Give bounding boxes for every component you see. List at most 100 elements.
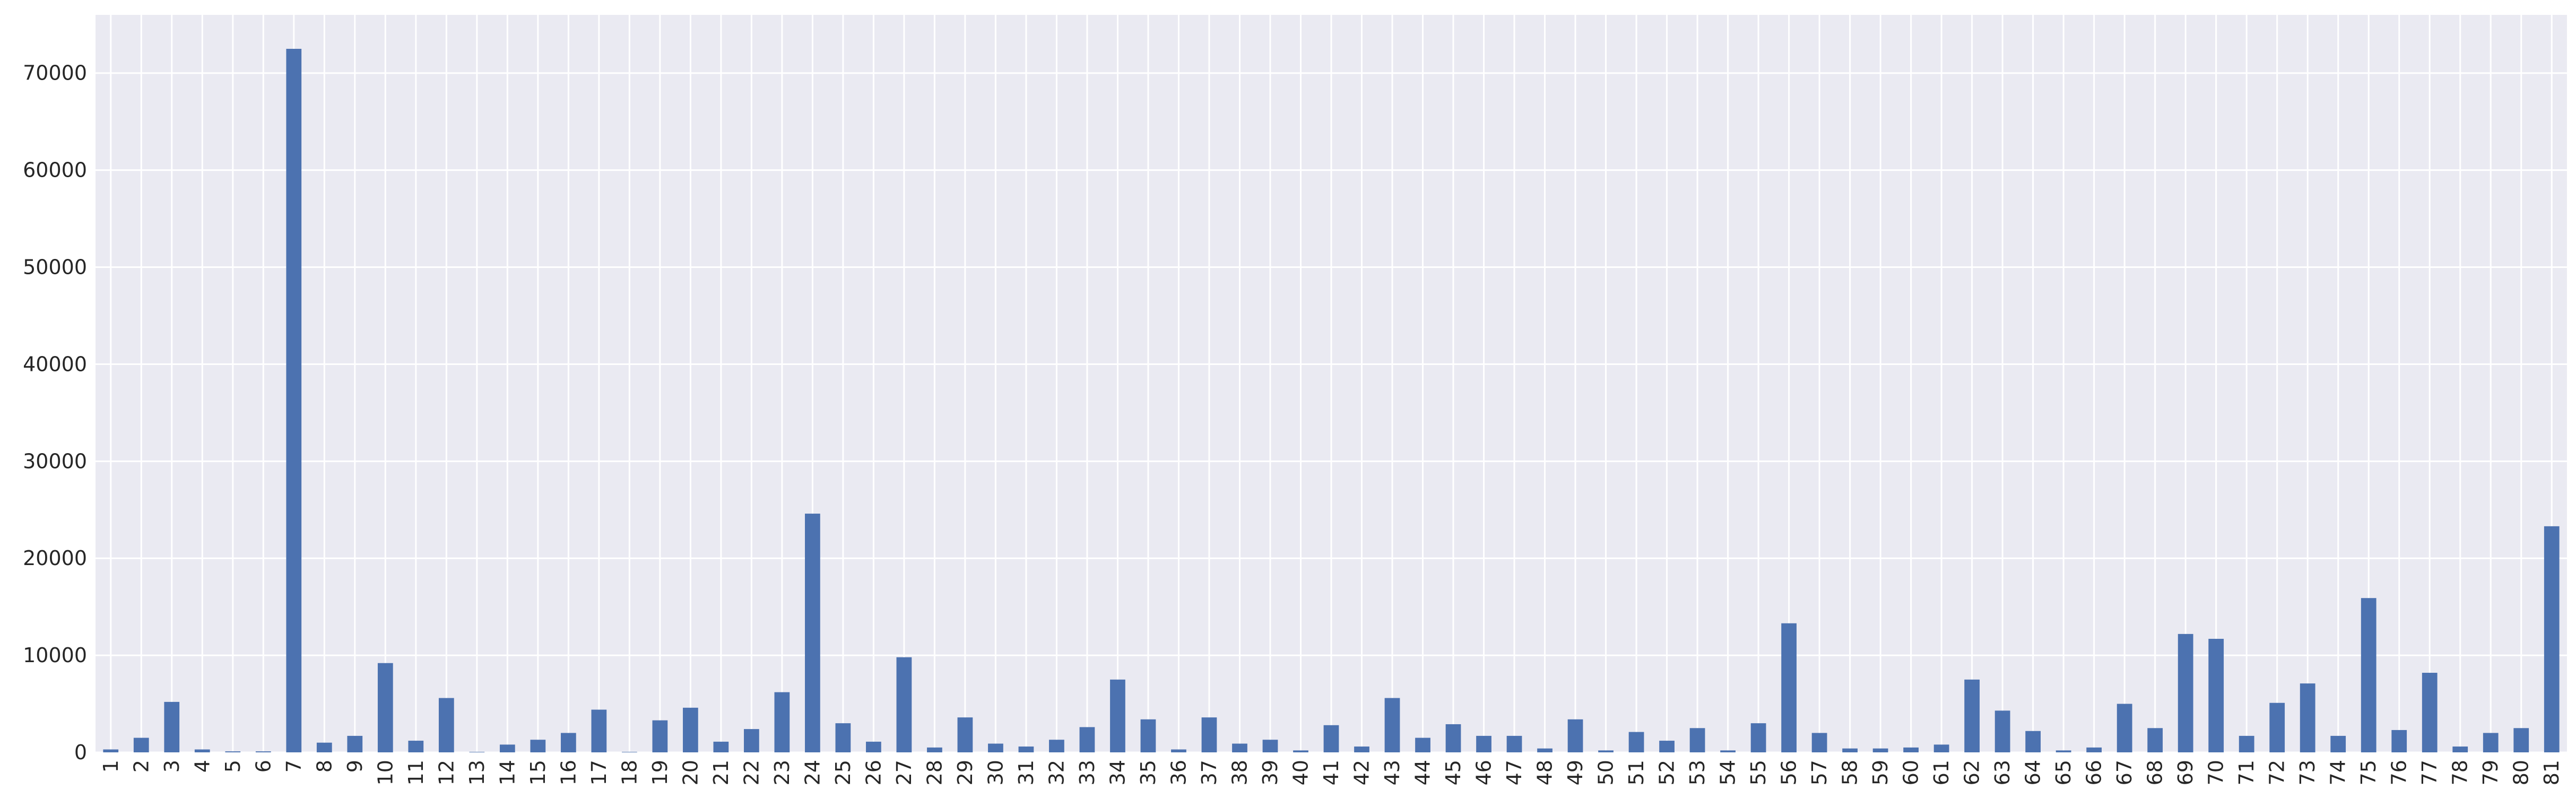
- bar-4: [194, 749, 210, 752]
- x-tick-label: 5: [221, 760, 245, 773]
- bar-36: [1171, 749, 1186, 752]
- bar-25: [835, 723, 851, 752]
- bar-20: [682, 707, 698, 752]
- bar-54: [1720, 750, 1736, 752]
- x-tick-label: 16: [557, 760, 580, 785]
- x-tick-label: 53: [1686, 760, 1709, 785]
- y-tick-label: 0: [74, 741, 87, 764]
- x-tick-label: 1: [99, 760, 123, 773]
- y-tick-labels: 0 10000 20000 30000 40000 50000 60000 70000: [23, 62, 87, 764]
- x-tick-label: 70: [2205, 760, 2228, 785]
- bar-3: [164, 701, 180, 752]
- x-tick-label: 66: [2083, 760, 2106, 785]
- x-tick-label: 13: [465, 760, 489, 785]
- x-tick-label: 28: [923, 760, 946, 785]
- bar-64: [2025, 731, 2041, 752]
- bar-67: [2117, 704, 2132, 752]
- bar-71: [2239, 735, 2254, 752]
- y-tick-label: 20000: [23, 546, 87, 570]
- x-tick-label: 42: [1350, 760, 1374, 785]
- bar-14: [499, 744, 515, 752]
- x-tick-label: 27: [892, 760, 916, 785]
- x-tick-label: 77: [2418, 760, 2441, 785]
- bar-11: [408, 741, 424, 752]
- x-tick-label: 26: [862, 760, 885, 785]
- bar-21: [713, 741, 729, 752]
- x-tick-label: 19: [648, 760, 672, 785]
- x-tick-label: 49: [1564, 760, 1587, 785]
- x-tick-label: 78: [2449, 760, 2472, 785]
- x-tick-label: 55: [1747, 760, 1770, 785]
- bar-65: [2055, 750, 2071, 752]
- x-tick-label: 39: [1259, 760, 1282, 785]
- bar-47: [1506, 735, 1522, 752]
- x-tick-label: 68: [2144, 760, 2167, 785]
- x-tick-label: 11: [404, 760, 428, 785]
- x-tick-label: 6: [251, 760, 275, 773]
- bar-1: [103, 749, 119, 752]
- x-tick-label: 7: [282, 760, 306, 773]
- bar-22: [744, 729, 759, 752]
- x-tick-label: 69: [2174, 760, 2197, 785]
- bar-73: [2300, 683, 2315, 752]
- x-tick-label: 74: [2327, 760, 2350, 785]
- bar-38: [1232, 743, 1247, 752]
- x-tick-label: 65: [2052, 760, 2075, 785]
- bar-75: [2361, 598, 2376, 752]
- bar-68: [2147, 728, 2163, 752]
- x-tick-label: 63: [1991, 760, 2014, 785]
- x-tick-label: 57: [1808, 760, 1831, 785]
- y-tick-label: 40000: [23, 352, 87, 376]
- bar-35: [1140, 719, 1156, 752]
- x-tick-label: 21: [709, 760, 733, 785]
- bar-56: [1781, 623, 1797, 752]
- x-tick-label: 8: [313, 760, 336, 773]
- bar-39: [1262, 740, 1278, 752]
- x-tick-label: 79: [2479, 760, 2502, 785]
- x-tick-label: 18: [618, 760, 641, 785]
- x-tick-label: 71: [2235, 760, 2258, 785]
- x-tick-label: 24: [801, 760, 824, 785]
- bar-26: [866, 741, 881, 752]
- x-tick-label: 34: [1106, 760, 1129, 785]
- x-tick-label: 14: [496, 760, 519, 785]
- bar-37: [1201, 717, 1217, 752]
- bar-42: [1354, 747, 1369, 752]
- bar-58: [1842, 748, 1858, 752]
- bar-33: [1079, 727, 1095, 752]
- bar-52: [1659, 741, 1675, 752]
- bar-44: [1415, 737, 1430, 752]
- x-tick-label: 54: [1716, 760, 1740, 785]
- bar-49: [1567, 719, 1583, 752]
- bar-32: [1049, 740, 1064, 752]
- bar-19: [652, 720, 668, 752]
- bar-51: [1628, 732, 1644, 752]
- bar-62: [1964, 679, 1980, 752]
- bar-23: [774, 692, 790, 752]
- x-tick-label: 75: [2357, 760, 2380, 785]
- bar-43: [1384, 698, 1400, 752]
- bar-72: [2269, 702, 2285, 752]
- x-tick-label: 37: [1198, 760, 1221, 785]
- x-tick-labels: 1 2 3 4 5 6 7 8 9 10 11 12 13 14 15 16 17 18 19 20 21 22 23 24 2…: [99, 760, 2563, 785]
- bar-41: [1323, 725, 1339, 752]
- bar-74: [2330, 735, 2346, 752]
- bar-59: [1872, 748, 1888, 752]
- bar-10: [377, 663, 393, 752]
- x-tick-label: 30: [984, 760, 1007, 785]
- x-tick-label: 10: [374, 760, 397, 785]
- x-tick-label: 32: [1045, 760, 1068, 785]
- bar-80: [2513, 728, 2529, 752]
- x-tick-label: 48: [1533, 760, 1557, 785]
- x-tick-label: 33: [1075, 760, 1099, 785]
- bar-27: [896, 657, 912, 752]
- bar-46: [1476, 735, 1491, 752]
- x-grid: [110, 15, 2553, 752]
- x-tick-label: 81: [2540, 760, 2563, 785]
- x-tick-label: 41: [1320, 760, 1343, 785]
- x-tick-label: 72: [2266, 760, 2289, 785]
- x-tick-label: 56: [1777, 760, 1801, 785]
- bar-24: [805, 514, 820, 752]
- bar-16: [560, 733, 576, 752]
- x-tick-label: 67: [2113, 760, 2136, 785]
